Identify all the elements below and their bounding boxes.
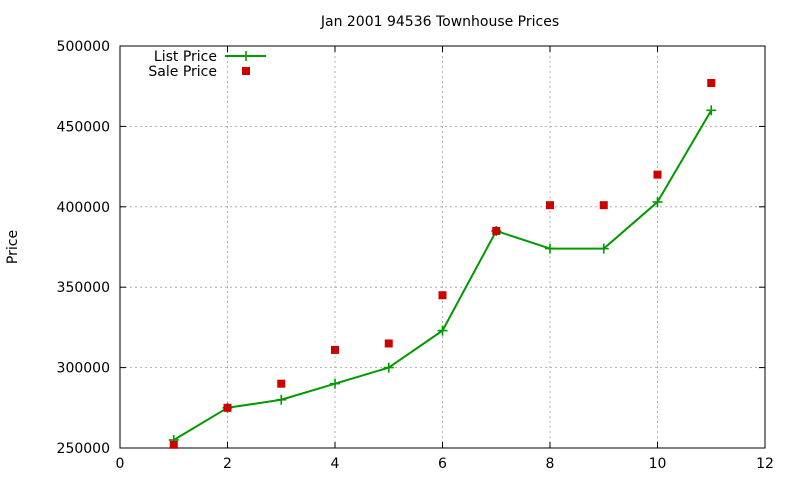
x-tick-label: 8 (546, 456, 555, 472)
data-point-list-price (383, 362, 394, 373)
data-point-list-price (598, 243, 609, 254)
y-axis-label: Price (5, 230, 21, 264)
x-tick-label: 6 (438, 456, 447, 472)
legend-marker-sale-price (242, 67, 250, 75)
x-tick-label: 10 (649, 456, 667, 472)
data-point-sale-price (707, 78, 716, 87)
legend-marker-list-price (241, 51, 251, 61)
data-point-sale-price (599, 201, 608, 210)
y-tick-label: 400000 (57, 200, 110, 216)
data-point-sale-price (223, 403, 232, 412)
data-point-list-price (330, 378, 340, 389)
axis-ticks: 0 2 4 6 8 10 12 250000 300000 350000 400000 450000 5… (57, 39, 774, 472)
data-point-list-price (652, 196, 663, 207)
y-tick-label: 250000 (57, 441, 110, 457)
data-point-sale-price (331, 345, 339, 354)
x-tick-label: 0 (116, 456, 125, 472)
y-tick-label: 500000 (57, 39, 110, 55)
data-point-sale-price (438, 291, 447, 300)
series (168, 78, 717, 449)
legend-label-list-price: List Price (154, 49, 217, 65)
x-tick-label: 4 (331, 456, 340, 472)
y-tick-label: 350000 (57, 280, 110, 296)
y-tick-label: 300000 (57, 361, 110, 377)
y-tick-label: 450000 (57, 119, 110, 135)
chart-title: Jan 2001 94536 Townhouse Prices (320, 14, 559, 30)
data-point-list-price (437, 325, 448, 336)
data-point-sale-price (384, 339, 393, 348)
series-line-list-price (173, 109, 713, 441)
legend: List Price Sale Price (148, 49, 266, 80)
data-point-sale-price (546, 201, 554, 210)
data-point-sale-price (277, 379, 286, 388)
data-point-list-price (276, 394, 287, 405)
data-point-sale-price (492, 226, 501, 235)
data-point-list-price (545, 243, 555, 254)
data-point-sale-price (169, 440, 178, 449)
x-tick-label: 12 (756, 456, 774, 472)
legend-label-sale-price: Sale Price (148, 64, 217, 80)
data-point-sale-price (653, 170, 662, 179)
grid (120, 46, 765, 448)
x-tick-label: 2 (223, 456, 232, 472)
data-point-list-price (706, 105, 717, 116)
